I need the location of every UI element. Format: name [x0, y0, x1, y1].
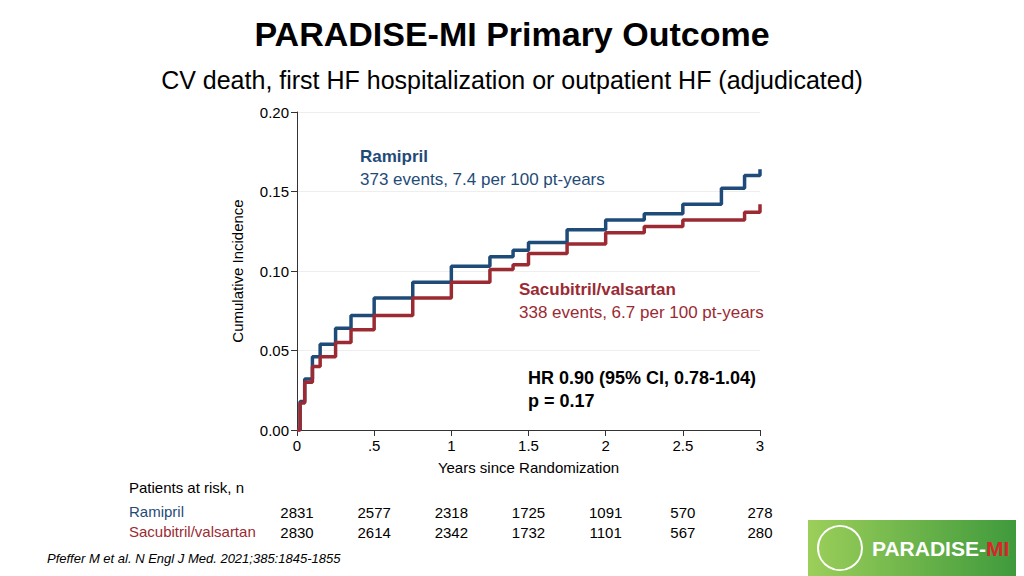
svg-text:Cumulative Incidence: Cumulative Incidence [229, 199, 246, 342]
svg-text:.5: .5 [368, 437, 381, 454]
svg-text:2577: 2577 [357, 504, 390, 521]
svg-text:1725: 1725 [512, 504, 545, 521]
svg-text:2: 2 [601, 437, 609, 454]
svg-text:2830: 2830 [280, 524, 313, 541]
svg-text:HR 0.90 (95% CI, 0.78-1.04): HR 0.90 (95% CI, 0.78-1.04) [528, 368, 756, 388]
svg-text:1091: 1091 [589, 504, 622, 521]
svg-text:MI: MI [986, 537, 1009, 560]
svg-text:Years since Randomization: Years since Randomization [438, 459, 619, 476]
svg-text:1.5: 1.5 [518, 437, 539, 454]
svg-text:0: 0 [293, 437, 301, 454]
svg-text:Ramipril: Ramipril [360, 147, 428, 166]
svg-text:PARADISE-: PARADISE- [872, 537, 986, 560]
svg-text:0.00: 0.00 [260, 422, 289, 439]
svg-text:2342: 2342 [435, 524, 468, 541]
svg-text:338 events, 6.7 per 100 pt-yea: 338 events, 6.7 per 100 pt-years [519, 303, 764, 322]
svg-text:373 events, 7.4 per 100 pt-yea: 373 events, 7.4 per 100 pt-years [360, 170, 605, 189]
svg-text:278: 278 [747, 504, 772, 521]
svg-text:Sacubitril/valsartan: Sacubitril/valsartan [129, 523, 256, 540]
svg-text:2831: 2831 [280, 504, 313, 521]
svg-text:Patients at risk, n: Patients at risk, n [129, 479, 244, 496]
svg-text:Pfeffer M et al. N Engl J Med.: Pfeffer M et al. N Engl J Med. 2021;385:… [47, 551, 341, 566]
svg-text:567: 567 [670, 524, 695, 541]
svg-text:p = 0.17: p = 0.17 [528, 391, 595, 411]
svg-text:0.10: 0.10 [260, 263, 289, 280]
svg-text:0.05: 0.05 [260, 342, 289, 359]
svg-text:PARADISE-MI Primary Outcome: PARADISE-MI Primary Outcome [254, 15, 769, 53]
svg-text:3: 3 [756, 437, 764, 454]
svg-text:570: 570 [670, 504, 695, 521]
svg-text:1101: 1101 [590, 524, 622, 541]
svg-text:0.20: 0.20 [260, 104, 289, 121]
svg-text:CV death, first HF hospitaliza: CV death, first HF hospitalization or ou… [161, 66, 863, 94]
svg-text:2318: 2318 [435, 504, 468, 521]
svg-text:2614: 2614 [357, 524, 390, 541]
svg-text:1732: 1732 [512, 524, 545, 541]
svg-text:Sacubitril/valsartan: Sacubitril/valsartan [519, 280, 676, 299]
svg-text:Ramipril: Ramipril [129, 503, 184, 520]
svg-text:0.15: 0.15 [260, 183, 289, 200]
svg-text:280: 280 [747, 524, 772, 541]
svg-text:2.5: 2.5 [672, 437, 693, 454]
svg-text:1: 1 [447, 437, 455, 454]
